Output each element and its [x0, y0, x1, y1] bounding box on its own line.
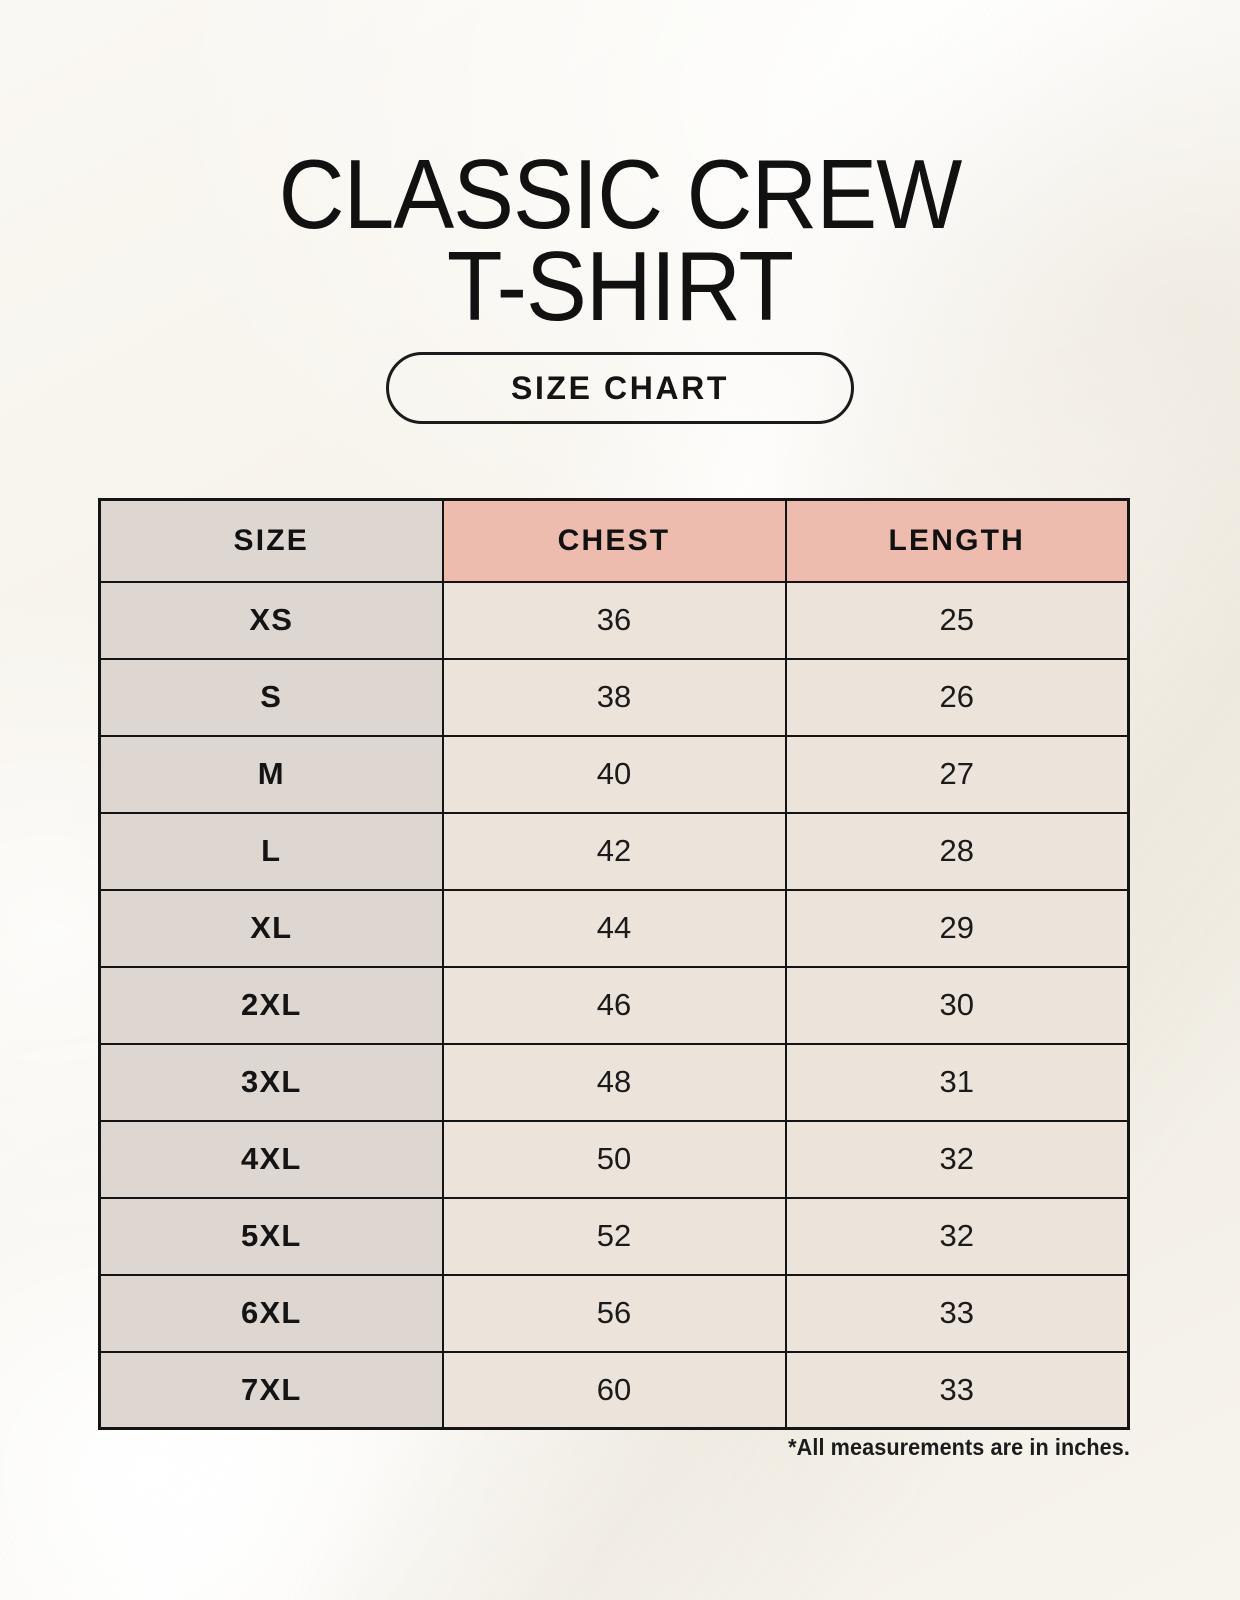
cell-length: 28	[784, 811, 1130, 891]
cell-chest: 48	[441, 1042, 787, 1122]
cell-size: L	[98, 811, 444, 891]
cell-chest: 46	[441, 965, 787, 1045]
column-header-size: SIZE	[98, 498, 444, 583]
table-row: 2XL 46 30	[98, 965, 1130, 1045]
table-row: XL 44 29	[98, 888, 1130, 968]
page-title: CLASSIC CREW T-SHIRT	[278, 138, 963, 341]
size-chart-badge-label: SIZE CHART	[511, 369, 729, 406]
table-row: 3XL 48 31	[98, 1042, 1130, 1122]
cell-chest: 56	[441, 1273, 787, 1353]
cell-chest: 44	[441, 888, 787, 968]
cell-length: 31	[784, 1042, 1130, 1122]
cell-size: S	[98, 657, 444, 737]
table-row: M 40 27	[98, 734, 1130, 814]
cell-chest: 60	[441, 1350, 787, 1430]
cell-length: 25	[784, 580, 1130, 660]
cell-size: 2XL	[98, 965, 444, 1045]
table-header-row: SIZE CHEST LENGTH	[98, 498, 1130, 583]
size-table: SIZE CHEST LENGTH XS 36 25 S 38 26 M 40 27 L 42 28 X…	[98, 498, 1130, 1430]
badge-container: SIZE CHART	[0, 352, 1240, 424]
cell-chest: 42	[441, 811, 787, 891]
table-row: 7XL 60 33	[98, 1350, 1130, 1430]
cell-size: 6XL	[98, 1273, 444, 1353]
cell-size: 4XL	[98, 1119, 444, 1199]
measurement-units-footnote: *All measurements are in inches.	[788, 1434, 1130, 1460]
cell-length: 33	[784, 1350, 1130, 1430]
cell-length: 26	[784, 657, 1130, 737]
column-header-length: LENGTH	[784, 498, 1130, 583]
column-header-chest: CHEST	[441, 498, 787, 583]
cell-length: 29	[784, 888, 1130, 968]
size-table-head: SIZE CHEST LENGTH	[98, 498, 1130, 583]
cell-size: 5XL	[98, 1196, 444, 1276]
cell-size: 7XL	[98, 1350, 444, 1430]
cell-size: XS	[98, 580, 444, 660]
cell-size: M	[98, 734, 444, 814]
size-chart-badge: SIZE CHART	[386, 352, 854, 424]
cell-length: 33	[784, 1273, 1130, 1353]
cell-length: 27	[784, 734, 1130, 814]
size-table-body: XS 36 25 S 38 26 M 40 27 L 42 28 XL 44 29 2XL 46 30 3XL 48 3…	[98, 580, 1130, 1430]
cell-size: 3XL	[98, 1042, 444, 1122]
table-row: 5XL 52 32	[98, 1196, 1130, 1276]
cell-length: 32	[784, 1119, 1130, 1199]
table-row: XS 36 25	[98, 580, 1130, 660]
cell-chest: 40	[441, 734, 787, 814]
cell-chest: 52	[441, 1196, 787, 1276]
cell-chest: 38	[441, 657, 787, 737]
cell-length: 32	[784, 1196, 1130, 1276]
cell-chest: 50	[441, 1119, 787, 1199]
table-row: 4XL 50 32	[98, 1119, 1130, 1199]
cell-chest: 36	[441, 580, 787, 660]
table-row: 6XL 56 33	[98, 1273, 1130, 1353]
cell-size: XL	[98, 888, 444, 968]
table-row: S 38 26	[98, 657, 1130, 737]
cell-length: 30	[784, 965, 1130, 1045]
size-table-container: SIZE CHEST LENGTH XS 36 25 S 38 26 M 40 27 L 42 28 X…	[98, 498, 1130, 1430]
table-row: L 42 28	[98, 811, 1130, 891]
